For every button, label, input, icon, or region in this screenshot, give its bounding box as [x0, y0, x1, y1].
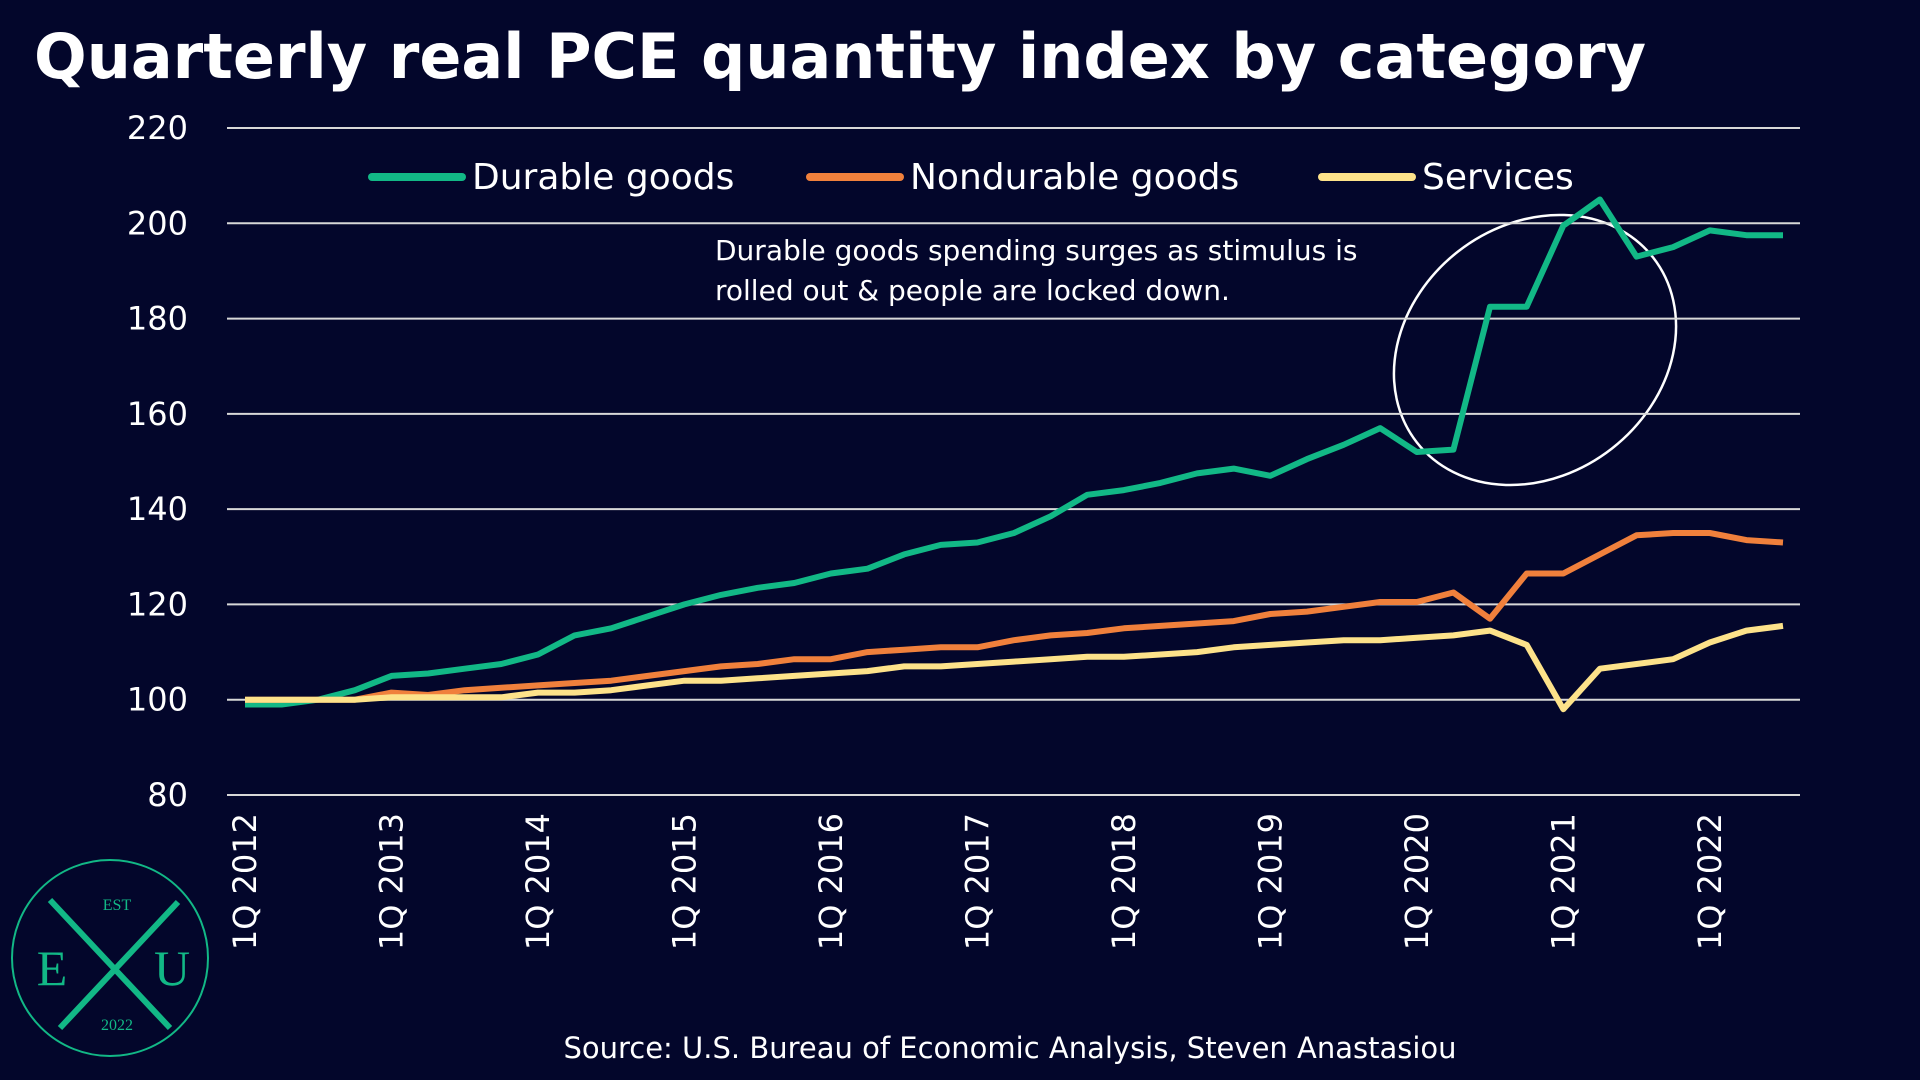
logo-text: EST	[103, 897, 132, 914]
x-tick-label: 1Q 2022	[1691, 813, 1729, 950]
annotation: rolled out & people are locked down.	[715, 274, 1230, 307]
annotation: Durable goods spending surges as stimulu…	[715, 234, 1358, 267]
x-tick-label: 1Q 2016	[812, 813, 850, 950]
legend-label: Services	[1422, 157, 1574, 198]
x-tick-label: 1Q 2018	[1105, 813, 1143, 950]
source: Source: U.S. Bureau of Economic Analysis…	[563, 1031, 1456, 1065]
series-line	[245, 622, 1784, 713]
x-tick-label: 1Q 2014	[519, 813, 557, 950]
y-tick-label: 80	[147, 776, 188, 814]
x-tick-label: 1Q 2013	[372, 813, 410, 950]
legend-label: Nondurable goods	[910, 157, 1239, 198]
series-line	[245, 196, 1783, 708]
legend-label: Durable goods	[472, 157, 734, 198]
logo-stroke	[57, 899, 181, 1031]
x-tick-label: 1Q 2012	[226, 813, 264, 950]
logo: EST E U 2022	[11, 859, 209, 1057]
x-tick-label: 1Q 2019	[1251, 813, 1289, 950]
y-tick-label: 120	[127, 585, 188, 623]
y-tick-label: 200	[127, 204, 188, 242]
x-tick-label: 1Q 2021	[1544, 813, 1582, 950]
logo-stroke	[47, 897, 173, 1031]
x-tick-label: 1Q 2015	[665, 813, 703, 950]
series-line	[245, 530, 1784, 703]
x-tick-label: 1Q 2020	[1398, 813, 1436, 950]
logo-text: 2022	[101, 1017, 133, 1034]
highlight-ellipse	[1392, 213, 1678, 487]
logo-text: E	[37, 940, 68, 996]
logo-text: U	[154, 940, 190, 996]
y-tick-label: 100	[127, 681, 188, 719]
y-tick-label: 220	[127, 109, 188, 147]
y-tick-label: 160	[127, 395, 188, 433]
x-tick-label: 1Q 2017	[958, 813, 996, 950]
y-tick-label: 140	[127, 490, 188, 528]
logo-circle	[11, 859, 209, 1057]
y-tick-label: 180	[127, 300, 188, 338]
chart-title: Quarterly real PCE quantity index by cat…	[34, 20, 1646, 93]
